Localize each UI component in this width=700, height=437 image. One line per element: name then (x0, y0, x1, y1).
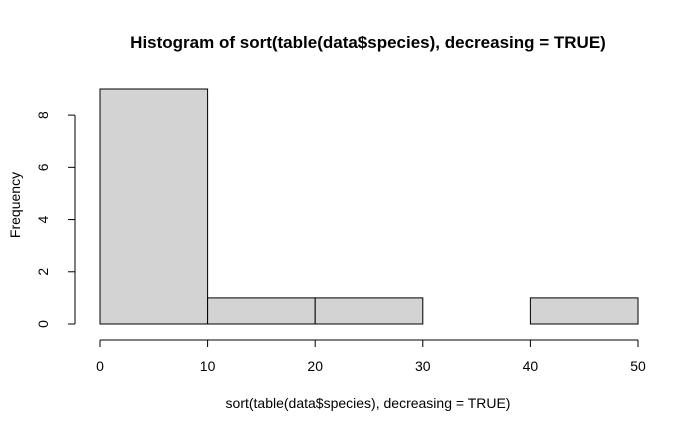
histogram-bar-2 (207, 297, 316, 325)
y-axis-tick-label-2: 2 (35, 268, 51, 276)
x-axis-tick-label-5: 40 (523, 358, 539, 374)
x-axis-tick-label-4: 30 (415, 358, 431, 374)
y-axis-tick-label-3: 4 (35, 215, 51, 223)
y-axis-title: Frequency (7, 172, 23, 238)
x-axis-tick-label-1: 0 (96, 358, 104, 374)
chart-title: Histogram of sort(table(data$species), d… (130, 33, 606, 52)
x-axis-title: sort(table(data$species), decreasing = T… (226, 395, 511, 411)
histogram-bars (99, 88, 639, 325)
histogram-bar-1 (99, 88, 209, 325)
x-axis-tick-label-2: 10 (200, 358, 216, 374)
y-axis-tick-label-5: 8 (35, 111, 51, 119)
x-axis-tick-label-3: 20 (307, 358, 323, 374)
y-axis: 0 2 4 6 8 (35, 111, 76, 328)
histogram-bar-3 (314, 297, 424, 325)
y-axis-tick-label-1: 0 (35, 320, 51, 328)
x-axis: 0 10 20 30 40 50 (96, 339, 646, 374)
y-axis-tick-label-4: 6 (35, 163, 51, 171)
x-axis-tick-label-6: 50 (630, 358, 646, 374)
histogram-bar-5 (529, 297, 639, 325)
